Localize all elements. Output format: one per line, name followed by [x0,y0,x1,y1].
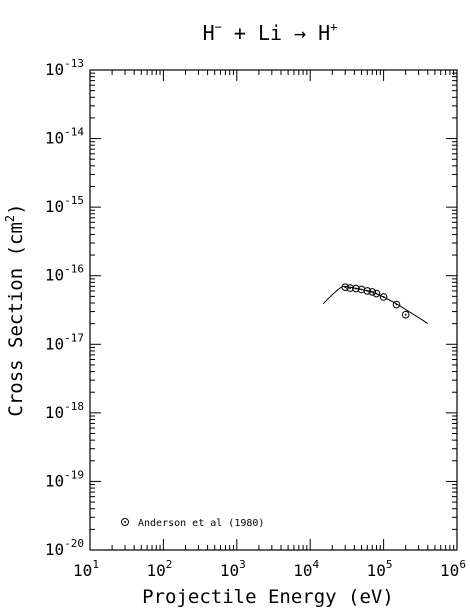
y-tick-label: 10-14 [45,126,85,148]
y-tick-label: 10-19 [45,468,84,490]
legend: Anderson et al (1980) [121,518,264,529]
x-tick-label: 105 [367,558,393,580]
data-point-center [395,303,398,306]
title-product-charge: + [330,20,337,34]
y-tick-label: 10-17 [45,331,84,353]
data-point-center [404,313,407,316]
title-target: Li [258,21,282,45]
legend-marker-icon [121,518,129,526]
y-tick-label: 10-15 [45,194,84,216]
y-axis-title-exp: 2 [3,215,17,222]
y-axis-title-main: Cross Section (cm [5,222,27,416]
y-tick-labels: 10-20 10-19 10-18 10-17 10-16 10-15 10-14 10-13 [45,57,85,559]
title-plus: + [234,21,246,45]
data-point-center [371,291,374,293]
data-point [401,310,410,319]
data-point [357,285,366,294]
title-projectile: H [203,21,215,45]
axis-ticks [89,69,458,551]
x-axis-title: Projectile Energy (eV) [142,586,394,608]
data-point [346,284,354,292]
chart-title: H− + Li → H+ [203,20,338,45]
y-tick-label: 10-13 [45,57,84,79]
title-arrow: → [294,21,306,45]
data-point-center [375,292,378,295]
title-projectile-charge: − [215,20,222,34]
data-point [372,289,381,298]
data-point [392,300,401,309]
data-point-center [349,287,352,289]
y-tick-label: 10-16 [45,263,84,285]
data-point-center [344,286,347,289]
y-tick-label: 10-20 [45,537,84,559]
data-point [352,284,360,293]
x-tick-label: 102 [146,558,172,580]
y-axis-title: Cross Section (cm2) [3,203,27,416]
legend-marker-dot-icon [124,521,126,523]
data-point-center [366,290,369,292]
y-axis-title-close: ) [5,203,27,214]
data-points [341,283,410,319]
x-tick-label: 104 [293,558,319,580]
data-point-center [382,296,385,298]
data-point [341,283,350,291]
data-point [368,288,377,296]
data-point [379,293,388,301]
y-tick-label: 10-18 [45,400,84,422]
x-tick-label: 103 [220,558,246,580]
title-product: H [318,21,330,45]
data-point [363,287,372,295]
plot-frame [89,69,458,551]
x-tick-label: 101 [73,558,99,580]
legend-label: Anderson et al (1980) [138,518,264,529]
x-tick-label: 106 [440,558,466,580]
data-point-center [355,287,357,290]
x-tick-labels: 101 102 103 104 105 106 [73,558,466,580]
data-point-center [360,288,363,291]
